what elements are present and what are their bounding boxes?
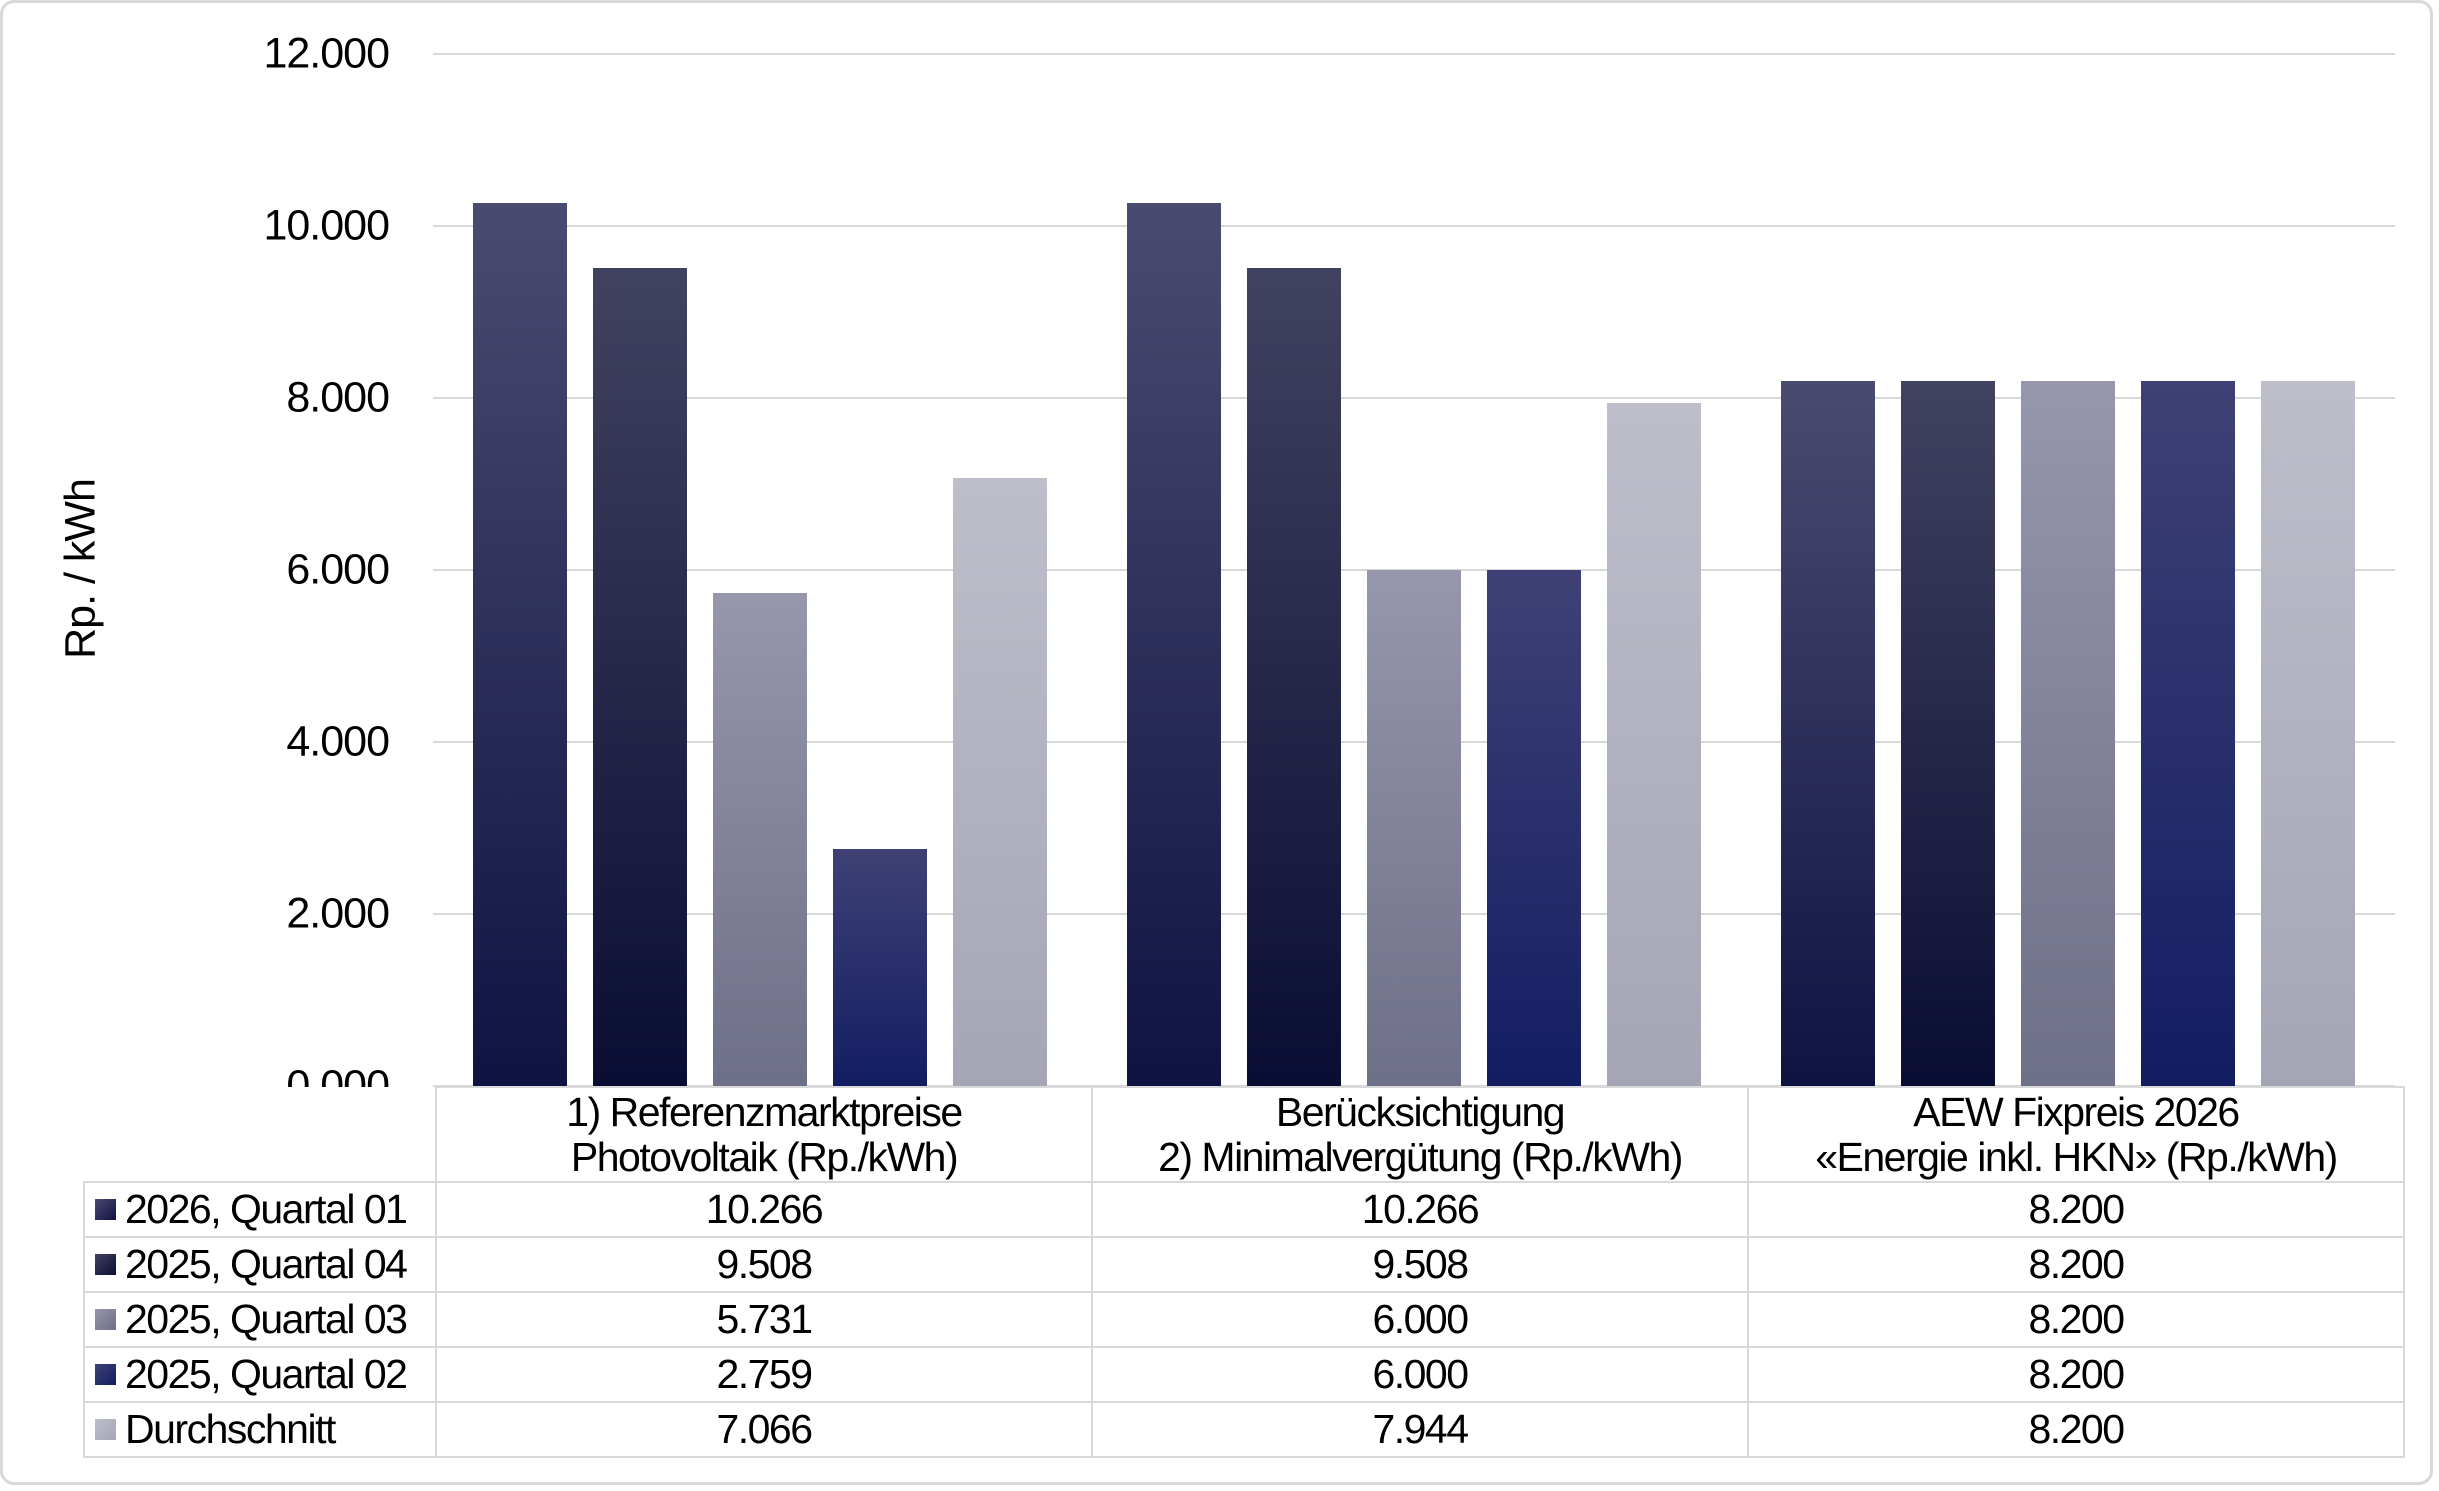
- bar-group-3: [1741, 54, 2395, 1086]
- y-tick-label: 2.000: [286, 889, 390, 938]
- bar-series-1-group-2: [1127, 203, 1221, 1086]
- legend-row-label: 2026, Quartal 01: [125, 1186, 408, 1232]
- legend-key-icon: [95, 1199, 116, 1220]
- value-cell-series-2-category-1: 9.508: [435, 1236, 1093, 1293]
- legend-key-icon: [95, 1254, 116, 1275]
- bar-series-2-group-3: [1901, 380, 1995, 1086]
- legend-cell: 2025, Quartal 03: [83, 1291, 437, 1348]
- bar-series-4-group-1: [833, 848, 927, 1086]
- value-cell-series-4-category-1: 2.759: [435, 1346, 1093, 1403]
- value-cell-series-5-category-3: 8.200: [1747, 1401, 2405, 1458]
- bar-series-5-group-2: [1607, 402, 1701, 1086]
- category-header-3: AEW Fixpreis 2026 «Energie inkl. HKN» (R…: [1747, 1086, 2405, 1183]
- legend-cell: 2025, Quartal 04: [83, 1236, 437, 1293]
- legend-row-label: 2025, Quartal 02: [125, 1351, 408, 1397]
- data-table: 1) Referenzmarktpreise Photovoltaik (Rp.…: [83, 1086, 2405, 1458]
- bar-series-4-group-3: [2141, 380, 2235, 1086]
- bar-series-3-group-1: [713, 593, 807, 1086]
- bar-series-5-group-1: [953, 478, 1047, 1086]
- value-cell-series-1-category-2: 10.266: [1091, 1181, 1749, 1238]
- bar-series-2-group-2: [1247, 268, 1341, 1086]
- value-cell-series-5-category-1: 7.066: [435, 1401, 1093, 1458]
- value-cell-series-4-category-2: 6.000: [1091, 1346, 1749, 1403]
- gridline: [433, 1085, 2395, 1087]
- legend-key-icon: [95, 1364, 116, 1385]
- legend-cell: 2025, Quartal 02: [83, 1346, 437, 1403]
- y-tick-label: 8.000: [286, 373, 390, 422]
- y-tick-label: 12.000: [263, 29, 390, 78]
- bar-series-1-group-1: [473, 203, 567, 1086]
- bar-group-2: [1087, 54, 1741, 1086]
- value-cell-series-1-category-1: 10.266: [435, 1181, 1093, 1238]
- bar-series-1-group-3: [1781, 380, 1875, 1086]
- category-header-2: Berücksichtigung 2) Minimalvergütung (Rp…: [1091, 1086, 1749, 1183]
- bar-series-2-group-1: [593, 268, 687, 1086]
- value-cell-series-5-category-2: 7.944: [1091, 1401, 1749, 1458]
- table-row: 2025, Quartal 03 5.731 6.000 8.200: [83, 1291, 2405, 1348]
- legend-row-label: Durchschnitt: [125, 1406, 336, 1452]
- bar-series-5-group-3: [2261, 380, 2355, 1086]
- bar-group-1: [433, 54, 1087, 1086]
- value-cell-series-2-category-2: 9.508: [1091, 1236, 1749, 1293]
- legend-row-label: 2025, Quartal 04: [125, 1241, 408, 1287]
- table-corner-cell: [84, 1087, 437, 1183]
- value-cell-series-3-category-2: 6.000: [1091, 1291, 1749, 1348]
- table-row: 2025, Quartal 04 9.508 9.508 8.200: [83, 1236, 2405, 1293]
- y-axis-title: Rp. / kWh: [56, 479, 105, 659]
- gridline: [433, 53, 2395, 55]
- table-row: Durchschnitt 7.066 7.944 8.200: [83, 1401, 2405, 1458]
- plot-area: [433, 53, 2395, 1087]
- legend-cell: Durchschnitt: [83, 1401, 437, 1458]
- value-cell-series-3-category-1: 5.731: [435, 1291, 1093, 1348]
- legend-key-icon: [95, 1419, 116, 1440]
- bar-series-4-group-2: [1487, 570, 1581, 1086]
- value-cell-series-3-category-3: 8.200: [1747, 1291, 2405, 1348]
- value-cell-series-4-category-3: 8.200: [1747, 1346, 2405, 1403]
- table-row: 2026, Quartal 01 10.266 10.266 8.200: [83, 1181, 2405, 1238]
- value-cell-series-2-category-3: 8.200: [1747, 1236, 2405, 1293]
- category-header-1: 1) Referenzmarktpreise Photovoltaik (Rp.…: [435, 1086, 1093, 1183]
- value-cell-series-1-category-3: 8.200: [1747, 1181, 2405, 1238]
- legend-cell: 2026, Quartal 01: [83, 1181, 437, 1238]
- legend-row-label: 2025, Quartal 03: [125, 1296, 408, 1342]
- gridline: [433, 396, 2395, 399]
- bar-series-3-group-3: [2021, 380, 2115, 1086]
- y-tick-label: 10.000: [263, 201, 390, 250]
- table-row: 2025, Quartal 02 2.759 6.000 8.200: [83, 1346, 2405, 1403]
- y-tick-label: 6.000: [286, 545, 390, 594]
- legend-key-icon: [95, 1309, 116, 1330]
- y-tick-label: 4.000: [286, 717, 390, 766]
- bar-series-3-group-2: [1367, 570, 1461, 1086]
- gridline: [433, 224, 2395, 227]
